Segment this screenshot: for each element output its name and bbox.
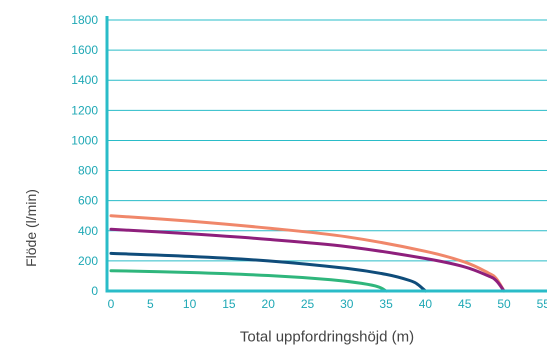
- x-tick-label: 10: [183, 297, 197, 311]
- x-tick-label: 25: [301, 297, 315, 311]
- y-tick-label: 1200: [71, 103, 98, 117]
- x-tick-label: 40: [419, 297, 433, 311]
- series-line-1: [109, 214, 506, 293]
- y-tick-label: 1600: [71, 43, 98, 57]
- series-line-2: [109, 227, 506, 293]
- x-tick-labels: 0 5 10 15 20 25 30 35 40 45 50 55: [108, 297, 547, 311]
- y-tick-label: 1000: [71, 133, 98, 147]
- x-axis-label: Total uppfordringshöjd (m): [239, 328, 415, 346]
- y-tick-label: 1400: [71, 73, 98, 87]
- x-tick-label: 5: [147, 297, 154, 311]
- x-tick-label: 0: [108, 297, 115, 311]
- y-axis-label-text: Flöde (l/min): [23, 189, 39, 267]
- x-tick-label: 30: [340, 297, 354, 311]
- x-tick-label: 35: [379, 297, 393, 311]
- x-tick-label: 15: [222, 297, 236, 311]
- y-tick-labels: 0 200 400 600 800 1000 1200 1400 1600 1800: [71, 13, 98, 298]
- y-tick-label: 600: [78, 194, 98, 208]
- y-tick-label: 400: [78, 224, 98, 238]
- y-tick-label: 0: [91, 284, 98, 298]
- grid-lines: [107, 19, 547, 262]
- series-line-4: [109, 269, 388, 293]
- y-tick-label: 1800: [71, 13, 98, 27]
- y-tick-label: 200: [78, 254, 98, 268]
- axes: [105, 16, 547, 293]
- y-tick-label: 800: [78, 164, 98, 178]
- series-lines: [109, 214, 506, 293]
- x-tick-label: 50: [497, 297, 511, 311]
- x-tick-label: 20: [262, 297, 276, 311]
- series-line-3: [109, 251, 427, 293]
- x-tick-label: 45: [458, 297, 472, 311]
- x-tick-label: 55: [537, 297, 547, 311]
